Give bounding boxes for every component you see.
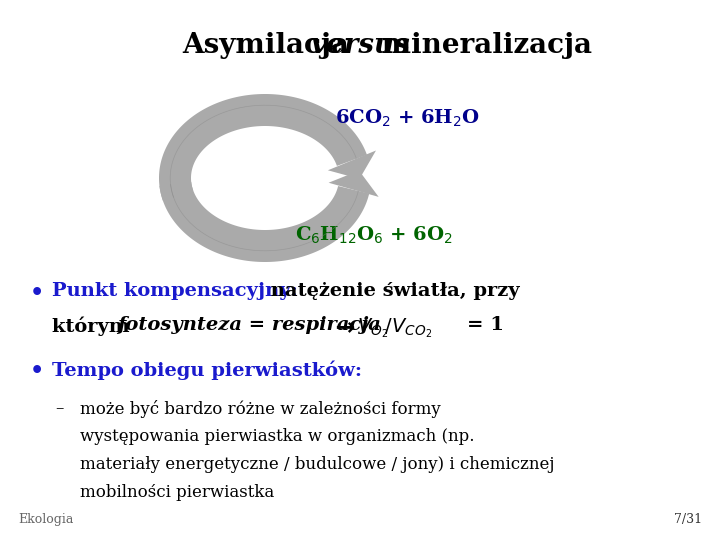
Text: 7/31: 7/31 xyxy=(674,513,702,526)
Polygon shape xyxy=(159,182,369,262)
Text: natężenie światła, przy: natężenie światła, przy xyxy=(264,282,520,300)
Polygon shape xyxy=(328,151,376,179)
Text: →: → xyxy=(319,316,355,340)
Text: $V_{\mathit{O_2}}\!/V_{\mathit{CO_2}}$: $V_{\mathit{O_2}}\!/V_{\mathit{CO_2}}$ xyxy=(357,316,432,340)
Text: •: • xyxy=(30,360,44,382)
Text: mineralizacja: mineralizacja xyxy=(372,32,592,59)
Text: materiały energetyczne / budulcowe / jony) i chemicznej: materiały energetyczne / budulcowe / jon… xyxy=(80,456,554,473)
Text: mobilności pierwiastka: mobilności pierwiastka xyxy=(80,484,274,501)
Text: –: – xyxy=(55,400,63,417)
Text: Punkt kompensacyjny:: Punkt kompensacyjny: xyxy=(52,282,298,300)
Text: = 1: = 1 xyxy=(467,316,504,334)
Text: 6CO$_2$ + 6H$_2$O: 6CO$_2$ + 6H$_2$O xyxy=(335,107,480,129)
Text: Tempo obiegu pierwiastków:: Tempo obiegu pierwiastków: xyxy=(52,360,362,380)
Text: •: • xyxy=(30,282,44,304)
Polygon shape xyxy=(159,94,367,201)
Text: którym: którym xyxy=(52,316,136,335)
Text: występowania pierwiastka w organizmach (np.: występowania pierwiastka w organizmach (… xyxy=(80,428,474,445)
Text: fotosynteza = respiracja: fotosynteza = respiracja xyxy=(117,316,381,334)
Text: C$_6$H$_{12}$O$_6$ + 6O$_2$: C$_6$H$_{12}$O$_6$ + 6O$_2$ xyxy=(295,224,453,246)
Text: Ekologia: Ekologia xyxy=(18,513,73,526)
Text: może być bardzo różne w zależności formy: może być bardzo różne w zależności formy xyxy=(80,400,441,418)
Text: Asymilacja: Asymilacja xyxy=(182,32,359,59)
Polygon shape xyxy=(328,171,379,197)
Text: versus: versus xyxy=(310,32,410,59)
